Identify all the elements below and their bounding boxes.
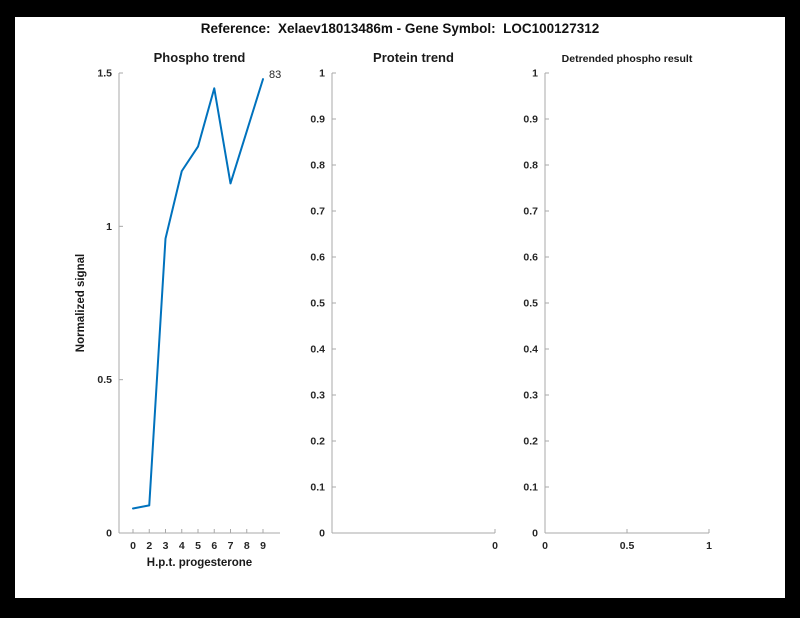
detrended-y-tick-label: 0.5 bbox=[523, 298, 538, 310]
phospho-y-tick-label: 1.5 bbox=[97, 68, 112, 80]
detrended-y-tick-label: 0.7 bbox=[523, 206, 538, 218]
detrended-x-tick-label: 0.5 bbox=[620, 540, 635, 552]
phospho-y-tick-label: 0 bbox=[106, 528, 112, 540]
detrended-y-tick-label: 0.4 bbox=[523, 344, 538, 356]
phospho-x-tick-label: 8 bbox=[244, 540, 250, 552]
detrended-y-tick-label: 1 bbox=[532, 68, 538, 80]
protein-y-tick-label: 0.5 bbox=[310, 298, 325, 310]
phospho-x-tick-label: 6 bbox=[211, 540, 217, 552]
phospho-x-tick-label: 0 bbox=[130, 540, 136, 552]
detrended-x-tick-label: 0 bbox=[542, 540, 548, 552]
phospho-x-tick-label: 2 bbox=[146, 540, 152, 552]
detrended-y-tick-label: 0.8 bbox=[523, 160, 538, 172]
protein-title: Protein trend bbox=[373, 50, 454, 65]
detrended-y-tick-label: 0.1 bbox=[523, 482, 538, 494]
protein-y-tick-label: 0.9 bbox=[310, 114, 325, 126]
phospho-y-tick-label: 1 bbox=[106, 221, 112, 233]
protein-plot-group: 0 0.1 0.2 0.3 0.4 0.5 0.6 0.7 0.8 0.9 1 0 Protein tr… bbox=[310, 50, 498, 552]
figure-canvas: Reference: Xelaev18013486m - Gene Symbol… bbox=[15, 17, 785, 598]
phospho-y-tick-label: 0.5 bbox=[97, 374, 112, 386]
phospho-title: Phospho trend bbox=[154, 50, 246, 65]
phospho-x-tick-label: 7 bbox=[228, 540, 234, 552]
protein-y-tick-label: 0.7 bbox=[310, 206, 325, 218]
detrended-y-tick-label: 0.9 bbox=[523, 114, 538, 126]
detrended-x-tick-label: 1 bbox=[706, 540, 712, 552]
phospho-xlabel: H.p.t. progesterone bbox=[147, 557, 252, 569]
protein-y-tick-label: 0.2 bbox=[310, 436, 325, 448]
figure-title: Reference: Xelaev18013486m - Gene Symbol… bbox=[200, 21, 600, 36]
phospho-ylabel: Normalized signal bbox=[75, 254, 87, 352]
phospho-x-tick-label: 9 bbox=[260, 540, 266, 552]
phospho-x-tick-label: 4 bbox=[179, 540, 185, 552]
protein-y-tick-label: 0.8 bbox=[310, 160, 325, 172]
protein-x-tick-label: 0 bbox=[492, 540, 498, 552]
detrended-title: Detrended phospho result bbox=[562, 53, 693, 65]
detrended-y-tick-label: 0.2 bbox=[523, 436, 538, 448]
detrended-y-tick-label: 0.3 bbox=[523, 390, 538, 402]
phospho-x-tick-label: 5 bbox=[195, 540, 201, 552]
detrended-y-tick-label: 0 bbox=[532, 528, 538, 540]
phospho-x-tick-label: 3 bbox=[163, 540, 169, 552]
detrended-plot-group: 0 0.1 0.2 0.3 0.4 0.5 0.6 0.7 0.8 0.9 1 0 0.5 1 Detren… bbox=[523, 53, 712, 552]
detrended-y-tick-label: 0.6 bbox=[523, 252, 538, 264]
protein-y-tick-label: 0 bbox=[319, 528, 325, 540]
protein-y-tick-label: 0.4 bbox=[310, 344, 325, 356]
protein-y-tick-label: 1 bbox=[319, 68, 325, 80]
protein-y-tick-label: 0.1 bbox=[310, 482, 325, 494]
phospho-line-end-label: 83 bbox=[269, 69, 281, 81]
protein-y-tick-label: 0.6 bbox=[310, 252, 325, 264]
phospho-data-line bbox=[132, 78, 264, 510]
protein-y-tick-label: 0.3 bbox=[310, 390, 325, 402]
